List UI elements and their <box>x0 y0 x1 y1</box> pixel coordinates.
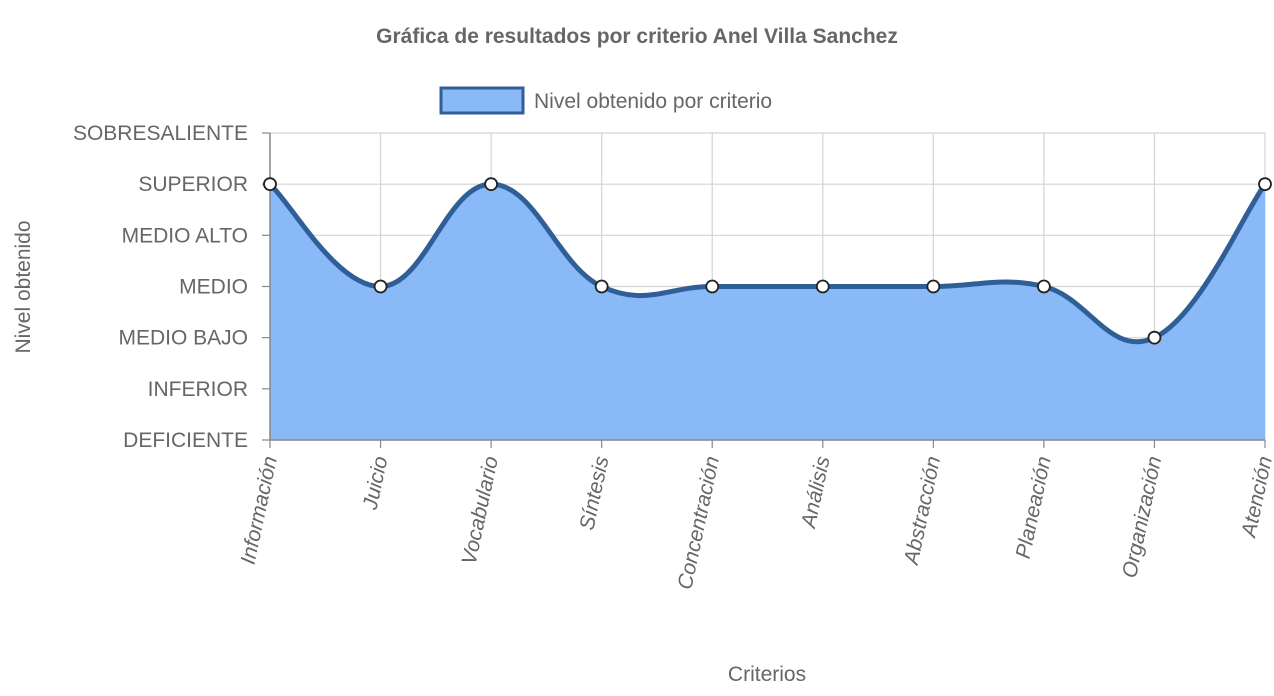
legend-swatch <box>439 86 525 115</box>
x-tick-label: Abstracción <box>899 454 945 568</box>
legend[interactable]: Nivel obtenido por criterio <box>439 86 772 115</box>
y-tick-label: MEDIO BAJO <box>118 327 248 350</box>
x-tick-label: Síntesis <box>576 454 614 532</box>
data-point-7 <box>1036 279 1051 294</box>
data-point-6 <box>926 279 941 294</box>
y-tick-label: SOBRESALIENTE <box>73 122 248 145</box>
data-point-1 <box>373 279 388 294</box>
chart-title: Gráfica de resultados por criterio Anel … <box>376 25 898 48</box>
data-point-2 <box>484 177 499 192</box>
x-tick-label: Juicio <box>359 454 393 513</box>
data-point-3 <box>594 279 609 294</box>
x-tick-label: Análisis <box>797 454 835 532</box>
data-points <box>263 177 1272 345</box>
data-point-0 <box>263 177 277 192</box>
y-tick-labels: DEFICIENTE INFERIOR MEDIO BAJO MEDIO MEDIO A… <box>73 122 248 452</box>
x-tick-labels: Información Juicio Vocabulario Síntesis Conc… <box>237 454 1274 592</box>
series-line <box>268 181 1268 345</box>
y-tick-label: MEDIO <box>179 276 248 299</box>
x-axis-title: Criterios <box>728 663 806 686</box>
series-area <box>268 181 1268 440</box>
y-tick-label: MEDIO ALTO <box>122 224 248 247</box>
x-tick-label: Planeación <box>1012 454 1056 560</box>
x-tick-label: Organización <box>1118 454 1166 580</box>
area-fill <box>270 184 1265 440</box>
data-point-5 <box>815 279 830 294</box>
x-tick-label: Concentración <box>673 454 724 591</box>
y-tick-label: DEFICIENTE <box>123 429 248 452</box>
data-point-9 <box>1258 177 1272 192</box>
x-tick-label: Información <box>237 454 282 566</box>
data-point-8 <box>1147 330 1162 345</box>
legend-label: Nivel obtenido por criterio <box>534 90 772 113</box>
y-tick-label: SUPERIOR <box>138 173 248 196</box>
x-tick-label: Atención <box>1237 454 1274 541</box>
y-tick-label: INFERIOR <box>148 378 248 401</box>
data-point-4 <box>705 279 720 294</box>
y-axis-title: Nivel obtenido <box>12 220 35 353</box>
x-tick-label: Vocabulario <box>458 454 503 567</box>
